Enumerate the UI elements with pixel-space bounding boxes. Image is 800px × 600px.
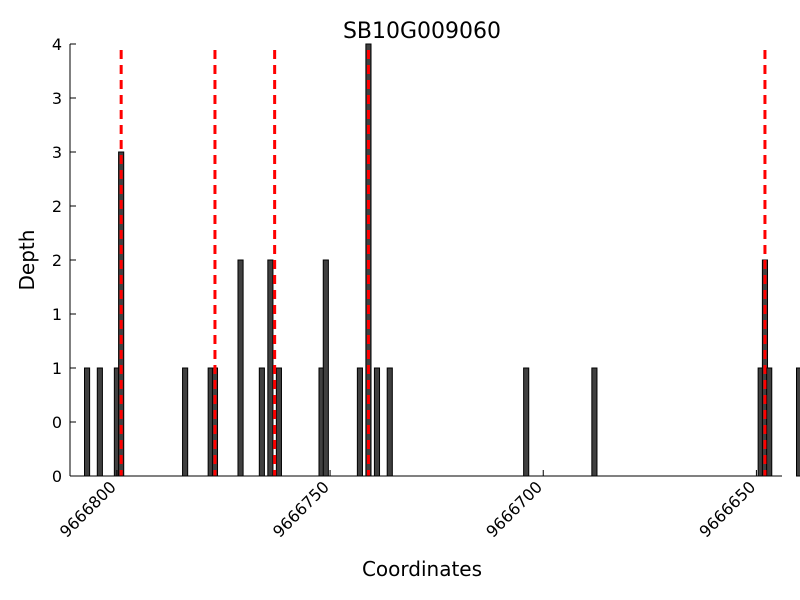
depth-bar-22 xyxy=(796,367,800,477)
x-tick-label-0: 9666800 xyxy=(56,477,120,541)
depth-bar-7 xyxy=(237,259,244,477)
y-tick-label-7: 3 xyxy=(52,89,62,108)
y-ticks-layer: 0 0 1 1 2 2 3 3 4 xyxy=(52,35,76,486)
depth-bar-18 xyxy=(591,367,598,477)
x-tick-label-1: 9666750 xyxy=(269,477,333,541)
depth-bar-1 xyxy=(96,367,103,477)
y-tick-label-0: 0 xyxy=(52,467,62,486)
x-ticks-layer: 9666800 9666750 9666700 9666650 xyxy=(56,470,759,541)
x-axis-label: Coordinates xyxy=(362,557,482,581)
depth-bar-9 xyxy=(267,259,274,477)
x-tick-label-3: 9666650 xyxy=(695,477,759,541)
depth-bar-16 xyxy=(386,367,393,477)
depth-bar-4 xyxy=(182,367,189,477)
y-tick-label-2: 1 xyxy=(52,359,62,378)
depth-bar-10 xyxy=(275,367,282,477)
y-tick-label-8: 4 xyxy=(52,35,62,54)
marker-lines-layer xyxy=(119,50,767,476)
y-axis-label: Depth xyxy=(15,230,39,291)
x-tick-label-2: 9666700 xyxy=(482,477,546,541)
depth-bar-15 xyxy=(373,367,381,477)
depth-bar-8 xyxy=(258,367,265,477)
y-tick-label-6: 3 xyxy=(52,143,62,162)
y-tick-label-4: 2 xyxy=(52,251,62,270)
depth-bar-21 xyxy=(766,367,773,477)
depth-bar-12 xyxy=(322,259,329,477)
y-tick-label-3: 1 xyxy=(52,305,62,324)
bars-layer xyxy=(84,43,800,477)
y-tick-label-1: 0 xyxy=(52,413,62,432)
depth-bar-13 xyxy=(356,367,363,477)
depth-bar-17 xyxy=(523,367,530,477)
y-tick-label-5: 2 xyxy=(52,197,62,216)
chart-title: SB10G009060 xyxy=(343,19,501,44)
depth-bar-0 xyxy=(84,367,91,477)
